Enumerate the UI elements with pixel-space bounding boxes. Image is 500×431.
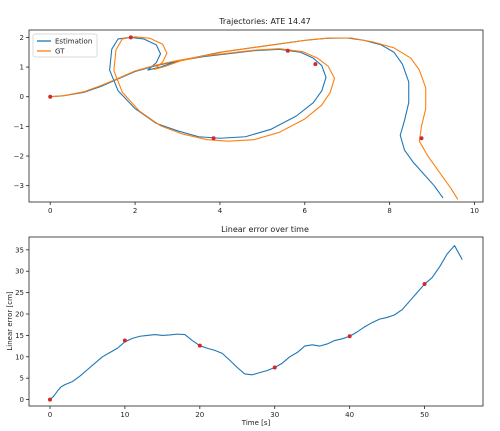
error-marker-point bbox=[347, 334, 352, 339]
error-y-ticks: 0 5 10 15 20 25 30 35 bbox=[15, 246, 29, 404]
error-x-axis-label: Time [s] bbox=[241, 419, 271, 427]
trajectory-x-ticks: 0 2 4 6 8 10 bbox=[48, 202, 479, 215]
error-x-ticks: 0 10 20 30 40 50 bbox=[48, 406, 429, 419]
error-y-tick-label: 5 bbox=[20, 375, 24, 383]
trajectory-x-tick-label: 2 bbox=[133, 207, 137, 215]
trajectory-series-line-gt bbox=[49, 36, 459, 200]
trajectory-marker-point bbox=[285, 48, 290, 53]
trajectory-marker-point bbox=[128, 35, 133, 40]
trajectory-x-tick-label: 4 bbox=[218, 207, 223, 215]
error-series-layer bbox=[49, 245, 463, 401]
error-marker-point bbox=[122, 338, 127, 343]
error-y-tick-label: 10 bbox=[15, 353, 24, 361]
trajectory-y-ticks: −3 −2 −1 0 1 2 bbox=[14, 34, 29, 190]
error-y-axis-label: Linear error [cm] bbox=[6, 291, 14, 351]
error-marker-point bbox=[197, 343, 202, 348]
trajectory-marker-point bbox=[313, 62, 318, 67]
error-markers-layer bbox=[47, 282, 427, 402]
trajectory-marker-point bbox=[211, 136, 216, 141]
trajectory-x-tick-label: 8 bbox=[387, 207, 391, 215]
trajectory-x-tick-label: 10 bbox=[470, 207, 479, 215]
error-x-tick-label: 20 bbox=[195, 411, 204, 419]
trajectory-y-tick-label: 0 bbox=[20, 93, 24, 101]
error-y-tick-label: 30 bbox=[15, 268, 24, 276]
error-x-tick-label: 10 bbox=[120, 411, 129, 419]
trajectory-x-tick-label: 0 bbox=[48, 207, 52, 215]
trajectory-marker-point bbox=[419, 136, 424, 141]
trajectory-x-tick-label: 6 bbox=[303, 207, 308, 215]
trajectory-y-tick-label: −3 bbox=[14, 182, 24, 190]
error-x-tick-label: 40 bbox=[345, 411, 354, 419]
error-y-tick-label: 35 bbox=[15, 246, 24, 254]
error-y-tick-label: 25 bbox=[15, 289, 24, 297]
error-title: Linear error over time bbox=[221, 225, 309, 234]
legend-label-estimation: Estimation bbox=[55, 38, 92, 46]
error-x-tick-label: 50 bbox=[420, 411, 429, 419]
error-plot-frame bbox=[28, 236, 484, 407]
trajectory-subplot: Trajectories: ATE 14.47 0 2 4 6 8 10 −3 −2 −1 0 1… bbox=[14, 17, 484, 215]
trajectory-plot-frame bbox=[28, 29, 484, 203]
error-marker-point bbox=[47, 397, 52, 402]
error-y-tick-label: 20 bbox=[15, 311, 24, 319]
trajectory-series-layer bbox=[49, 36, 459, 200]
trajectory-y-tick-label: 1 bbox=[20, 64, 24, 72]
error-subplot: Linear error over time 0 10 20 30 40 50 0 5 10 1… bbox=[6, 225, 484, 427]
trajectory-title: Trajectories: ATE 14.47 bbox=[218, 17, 311, 26]
trajectory-markers-layer bbox=[48, 35, 424, 141]
trajectory-y-tick-label: −1 bbox=[14, 123, 24, 131]
error-marker-point bbox=[422, 282, 427, 287]
legend-label-gt: GT bbox=[55, 48, 65, 56]
trajectory-marker-point bbox=[48, 94, 53, 99]
error-y-tick-label: 0 bbox=[20, 396, 24, 404]
trajectory-series-line-estimation bbox=[49, 36, 444, 199]
error-x-tick-label: 0 bbox=[48, 411, 52, 419]
error-marker-point bbox=[272, 365, 277, 370]
trajectory-y-tick-label: −2 bbox=[14, 153, 24, 161]
trajectory-legend: Estimation GT bbox=[32, 33, 98, 58]
trajectory-y-tick-label: 2 bbox=[20, 34, 24, 42]
error-x-tick-label: 30 bbox=[270, 411, 279, 419]
error-series-line-0 bbox=[49, 245, 463, 401]
error-y-tick-label: 15 bbox=[15, 332, 24, 340]
